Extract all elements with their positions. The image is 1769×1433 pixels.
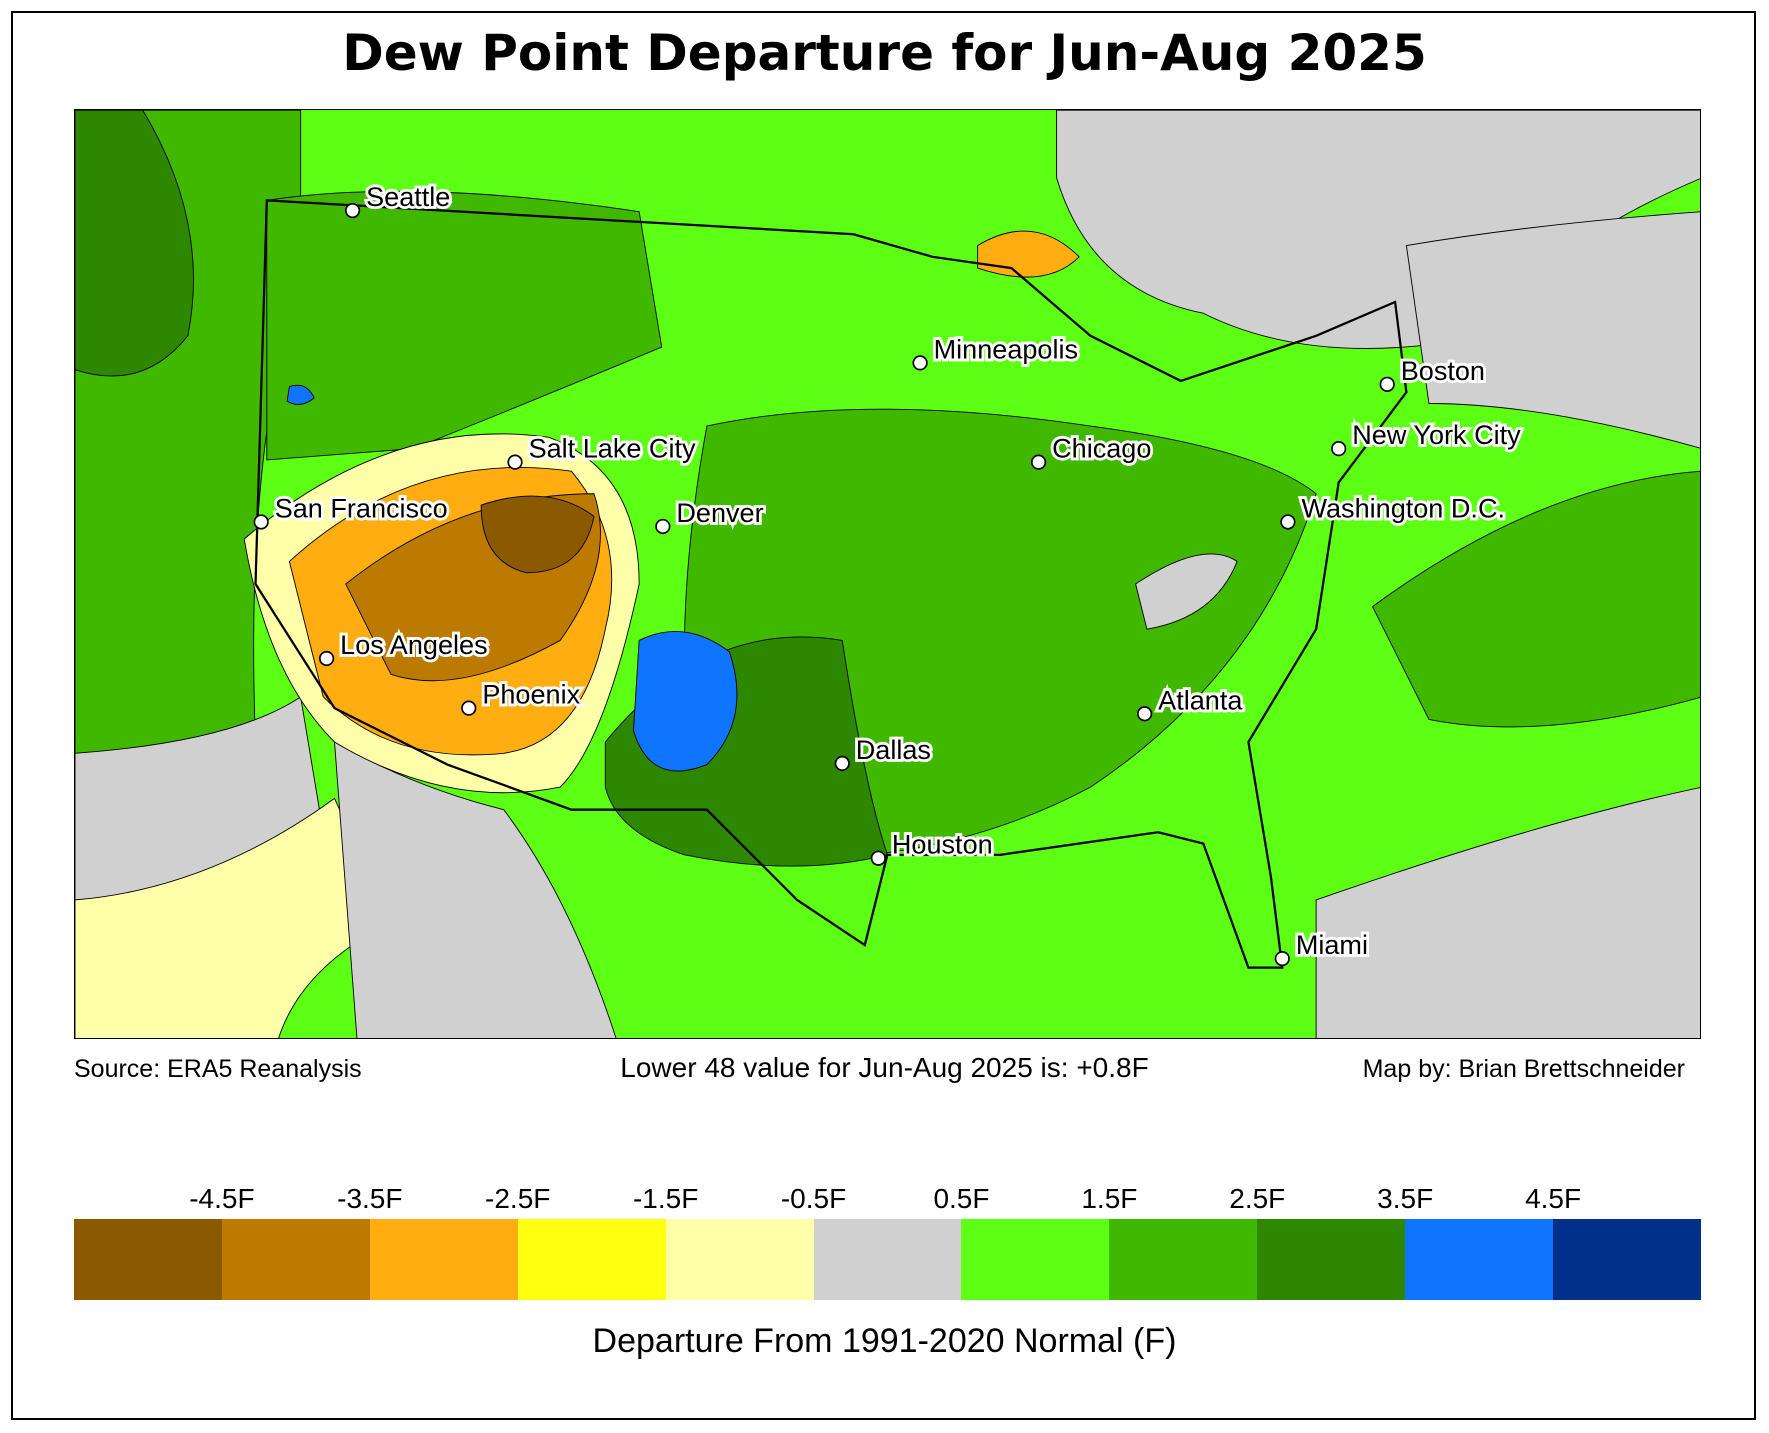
new-mexico-blue (633, 631, 738, 772)
superior-orange (977, 230, 1080, 278)
city-dot (834, 755, 850, 772)
colorbar-tick-label: -2.5F (485, 1183, 551, 1214)
utah-dark-brown (480, 495, 595, 574)
atlantic-gray (1405, 211, 1700, 449)
city-dot (870, 850, 886, 866)
colorbar-tick-label: -0.5F (780, 1183, 847, 1214)
colorbar-swatch (665, 1219, 814, 1300)
page-title: Dew Point Departure for Jun-Aug 2025 (342, 24, 1427, 82)
colorbar-swatch (369, 1219, 518, 1300)
colorbar-tick-label: -4.5F (189, 1183, 255, 1214)
colorbar-tick-label: 1.5F (1081, 1183, 1138, 1214)
colorbar-tick-label: -3.5F (337, 1183, 403, 1214)
pacific-dark (75, 110, 194, 377)
city-label: Seattle (366, 181, 450, 212)
city-label: Miami (1296, 929, 1368, 960)
appalachia-gray (1135, 553, 1238, 630)
city-label: Dallas (856, 734, 931, 765)
northwest-green (266, 190, 663, 461)
city-dot (253, 514, 269, 530)
city-label: Chicago (1052, 433, 1151, 464)
colorbar-tick-label: 2.5F (1229, 1183, 1286, 1214)
city-label: Houston (892, 829, 993, 860)
city-dot (344, 202, 361, 219)
city-dot (318, 650, 335, 667)
colorbar-swatch (74, 1219, 222, 1300)
colorbar-tick-label: 4.5F (1525, 1183, 1582, 1214)
atlantic-gray-south (1315, 787, 1700, 1038)
city-label: Atlanta (1158, 684, 1243, 715)
city-dot (507, 454, 523, 470)
city-label: New York City (1352, 419, 1521, 450)
city-dot (1137, 706, 1153, 722)
city-dot (1030, 454, 1047, 470)
colorbar-tick-label: 0.5F (933, 1183, 990, 1214)
city-label: San Francisco (275, 492, 448, 523)
colorbar (74, 1219, 1701, 1300)
colorbar-tick-label: 3.5F (1377, 1183, 1434, 1214)
city-label: Minneapolis (934, 333, 1078, 364)
colorbar-swatch (1257, 1219, 1406, 1300)
atlantic-green (1371, 470, 1700, 728)
colorbar-label: Departure From 1991-2020 Normal (F) (592, 1322, 1177, 1360)
colorbar-swatch (1405, 1219, 1554, 1300)
dew-point-departure-map: Seattle San Francisco Los Angeles Phoenix Sa… (74, 109, 1701, 1039)
map-canvas: Seattle San Francisco Los Angeles Phoenix Sa… (75, 110, 1700, 1038)
colorbar-tick-label: -1.5F (632, 1183, 699, 1214)
colorbar-swatch (517, 1219, 666, 1300)
city-markers: Seattle San Francisco Los Angeles Phoenix Sa… (253, 178, 1524, 967)
colorbar-swatch (221, 1219, 370, 1300)
city-dot (1280, 514, 1296, 530)
city-label: Washington D.C. (1301, 492, 1505, 523)
city-label: Salt Lake City (529, 433, 696, 464)
colorbar-swatch (1109, 1219, 1258, 1300)
city-label: Los Angeles (340, 629, 487, 660)
lower48-value-text: Lower 48 value for Jun-Aug 2025 is: +0.8… (620, 1052, 1149, 1083)
colorbar-swatch (961, 1219, 1110, 1300)
city-dot (655, 518, 671, 535)
colorbar-swatch (1553, 1219, 1701, 1300)
oregon-blue (286, 384, 315, 405)
city-label: Boston (1401, 355, 1485, 386)
credit-text: Map by: Brian Brettschneider (1362, 1055, 1685, 1083)
city-label: Denver (676, 497, 763, 528)
pacific-yellow (75, 797, 392, 1038)
mexico-gray (333, 741, 617, 1038)
city-dot (912, 355, 928, 371)
city-dot (1274, 951, 1290, 967)
colorbar-swatch (813, 1219, 962, 1300)
city-label: Phoenix (482, 679, 580, 710)
city-dot (1379, 376, 1395, 392)
source-text: Source: ERA5 Reanalysis (74, 1055, 362, 1083)
figure-border (11, 11, 1756, 1420)
city-dot (1331, 441, 1347, 457)
city-dot (461, 700, 477, 716)
us-border (254, 199, 1408, 969)
